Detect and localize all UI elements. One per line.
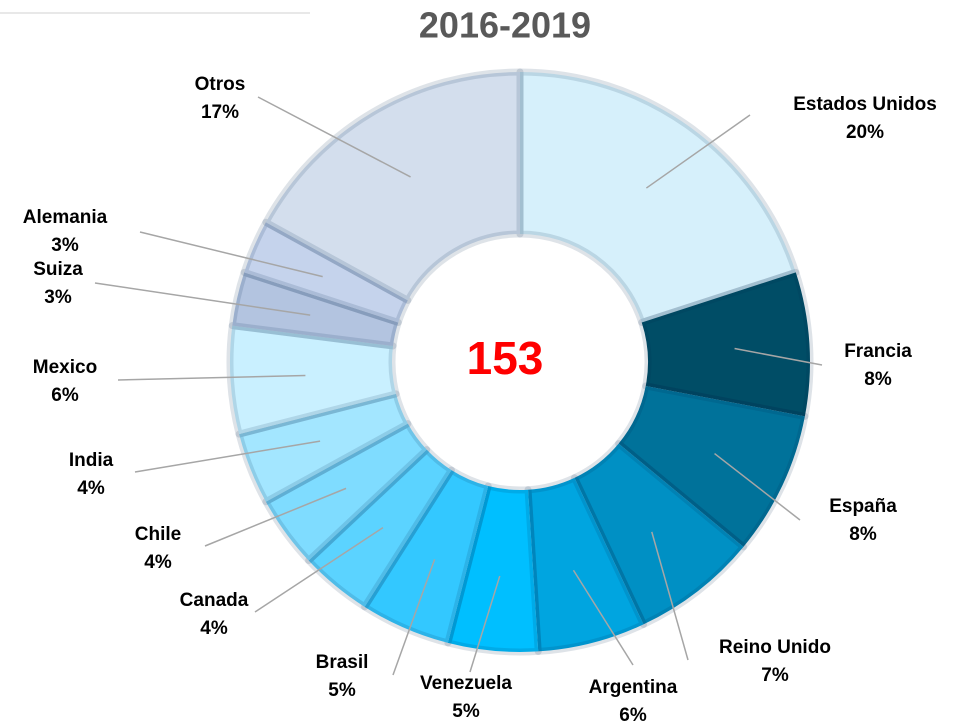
leader-line bbox=[117, 374, 306, 381]
leader-line bbox=[714, 452, 801, 521]
donut-slice bbox=[615, 382, 809, 551]
slice-value: 20% bbox=[846, 122, 884, 143]
leader-line bbox=[572, 569, 634, 666]
slice-value: 5% bbox=[452, 701, 480, 722]
slice-label: Suiza bbox=[33, 259, 83, 280]
center-label: 153 bbox=[467, 332, 544, 384]
leader-line bbox=[94, 282, 311, 316]
slice-label: Estados Unidos bbox=[793, 94, 937, 115]
slice-value: 17% bbox=[201, 102, 239, 123]
slice-value: 4% bbox=[144, 552, 172, 573]
donut-slice bbox=[638, 268, 814, 420]
donut-slice bbox=[228, 268, 402, 350]
slice-label: Mexico bbox=[33, 357, 97, 378]
slice-label: Reino Unido bbox=[719, 637, 831, 658]
leader-line bbox=[469, 575, 501, 673]
leader-line bbox=[254, 527, 384, 613]
leader-line bbox=[392, 559, 436, 676]
slice-value: 4% bbox=[77, 478, 105, 499]
slice-label: Chile bbox=[135, 524, 181, 545]
leader-line bbox=[204, 487, 347, 547]
slice-label: Argentina bbox=[589, 677, 678, 698]
slice-label: Venezuela bbox=[420, 673, 512, 694]
slice-label: Canada bbox=[180, 590, 249, 611]
leader-line bbox=[139, 231, 323, 278]
donut-slice bbox=[262, 420, 431, 565]
leader-line bbox=[645, 114, 751, 189]
leader-line bbox=[734, 347, 823, 366]
leader-line bbox=[257, 96, 411, 178]
slice-label: Brasil bbox=[316, 652, 369, 673]
chart-title: 2016-2019 bbox=[419, 5, 591, 46]
slice-value: 3% bbox=[44, 287, 72, 308]
donut-slice bbox=[305, 446, 455, 611]
donut-slice bbox=[516, 68, 800, 326]
donut-slice bbox=[571, 440, 747, 628]
leader-line bbox=[134, 440, 321, 473]
slice-label: India bbox=[69, 450, 114, 471]
slice-value: 4% bbox=[200, 618, 228, 639]
slice-label: Otros bbox=[195, 74, 246, 95]
slice-value: 6% bbox=[51, 385, 79, 406]
slice-value: 5% bbox=[328, 680, 356, 701]
slice-value: 6% bbox=[619, 705, 647, 724]
slice-value: 8% bbox=[849, 524, 877, 545]
slices bbox=[226, 68, 814, 656]
leader-line bbox=[651, 531, 689, 661]
donut-slice bbox=[262, 68, 524, 304]
slice-label: España bbox=[829, 496, 897, 517]
slice-label: Francia bbox=[844, 341, 912, 362]
donut-slice bbox=[240, 218, 412, 326]
donut-slice bbox=[444, 482, 542, 656]
slice-value: 3% bbox=[51, 235, 79, 256]
slice-value: 8% bbox=[864, 369, 892, 390]
slice-value: 7% bbox=[761, 665, 789, 686]
donut-slice bbox=[524, 474, 647, 655]
slice-label: Alemania bbox=[23, 207, 108, 228]
